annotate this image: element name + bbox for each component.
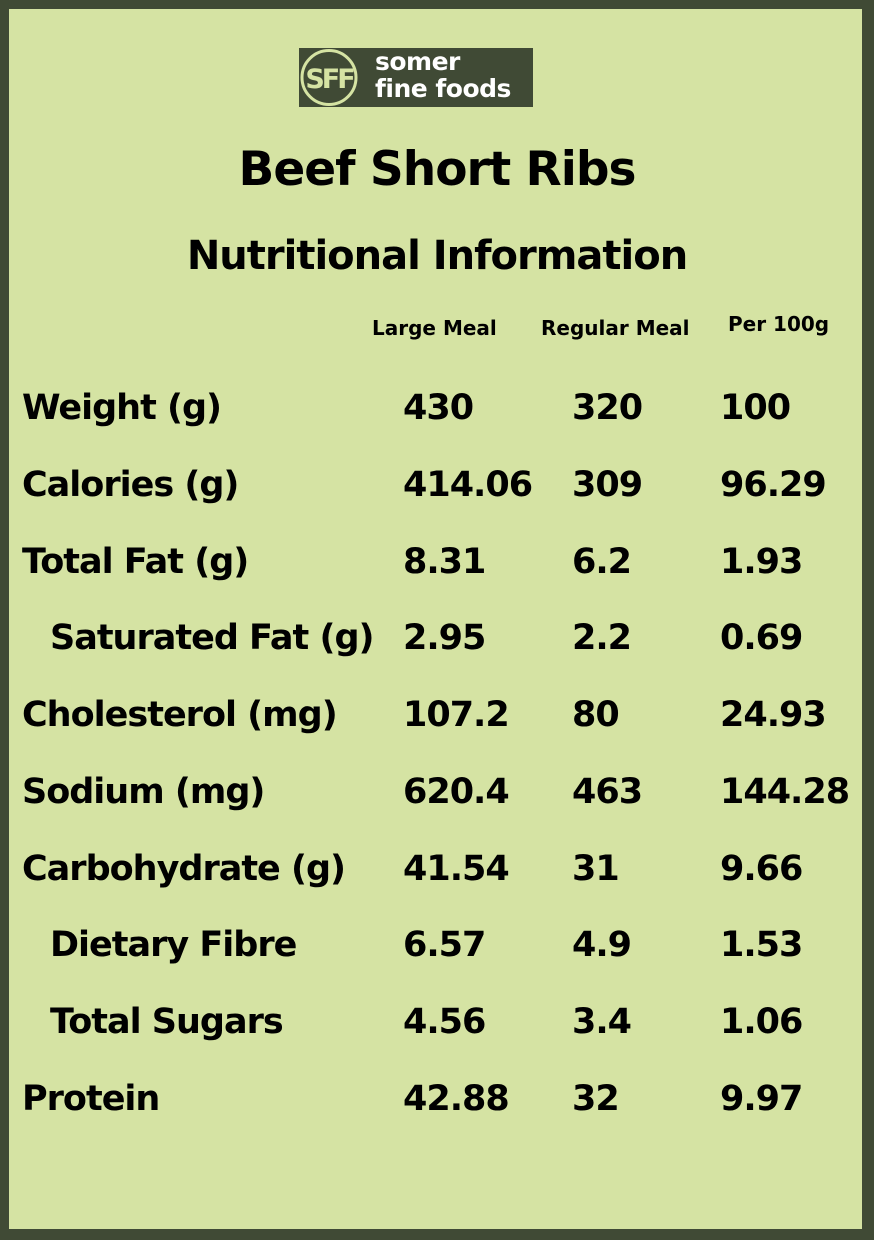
row-label: Carbohydrate (g) [22,849,346,889]
cell-per100: 100 [720,388,791,428]
column-header-per100: Per 100g [728,312,830,336]
table-row-carbohydrate: Carbohydrate (g) 41.54 31 9.66 [0,849,874,909]
table-row-total-fat: Total Fat (g) 8.31 6.2 1.93 [0,542,874,602]
cell-regular: 3.4 [572,1002,632,1042]
cell-regular: 32 [572,1079,620,1119]
table-row-saturated-fat: Saturated Fat (g) 2.95 2.2 0.69 [0,618,874,678]
row-label: Dietary Fibre [50,925,297,965]
cell-large: 414.06 [403,465,533,505]
page-subtitle: Nutritional Information [186,233,688,279]
cell-per100: 24.93 [720,695,827,735]
row-label: Total Fat (g) [22,542,249,582]
row-label: Weight (g) [22,388,222,428]
row-label: Calories (g) [22,465,239,505]
cell-large: 6.57 [403,925,486,965]
brand-name-line1: somer [375,47,460,76]
column-header-regular: Regular Meal [541,316,690,340]
cell-large: 4.56 [403,1002,486,1042]
brand-logo: SFF somer fine foods [299,48,533,107]
table-row-dietary-fibre: Dietary Fibre 6.57 4.9 1.53 [0,925,874,985]
cell-per100: 1.93 [720,542,803,582]
cell-per100: 144.28 [720,772,850,812]
row-label: Protein [22,1079,160,1119]
cell-large: 430 [403,388,474,428]
page-frame [9,9,862,1229]
row-label: Sodium (mg) [22,772,265,812]
row-label: Total Sugars [50,1002,284,1042]
cell-per100: 0.69 [720,618,803,658]
cell-large: 8.31 [403,542,486,582]
row-label: Cholesterol (mg) [22,695,338,735]
cell-large: 42.88 [403,1079,510,1119]
cell-large: 620.4 [403,772,510,812]
table-row-weight: Weight (g) 430 320 100 [0,388,874,448]
cell-regular: 4.9 [572,925,632,965]
cell-per100: 9.66 [720,849,803,889]
cell-regular: 320 [572,388,643,428]
cell-large: 107.2 [403,695,510,735]
cell-per100: 9.97 [720,1079,803,1119]
table-row-sodium: Sodium (mg) 620.4 463 144.28 [0,772,874,832]
cell-regular: 309 [572,465,643,505]
brand-name: somer fine foods [375,48,511,102]
cell-regular: 80 [572,695,620,735]
cell-large: 41.54 [403,849,510,889]
table-row-protein: Protein 42.88 32 9.97 [0,1079,874,1139]
table-row-calories: Calories (g) 414.06 309 96.29 [0,465,874,525]
cell-large: 2.95 [403,618,486,658]
column-header-large: Large Meal [372,316,497,340]
sff-monogram-icon: SFF [300,49,358,106]
cell-regular: 463 [572,772,643,812]
row-label: Saturated Fat (g) [50,618,374,658]
svg-text:SFF: SFF [305,64,354,95]
cell-per100: 96.29 [720,465,827,505]
table-row-total-sugars: Total Sugars 4.56 3.4 1.06 [0,1002,874,1062]
cell-per100: 1.53 [720,925,803,965]
page-title: Beef Short Ribs [238,142,637,197]
brand-name-line2: fine foods [375,74,511,103]
table-row-cholesterol: Cholesterol (mg) 107.2 80 24.93 [0,695,874,755]
cell-regular: 2.2 [572,618,632,658]
cell-regular: 6.2 [572,542,632,582]
cell-regular: 31 [572,849,620,889]
cell-per100: 1.06 [720,1002,803,1042]
